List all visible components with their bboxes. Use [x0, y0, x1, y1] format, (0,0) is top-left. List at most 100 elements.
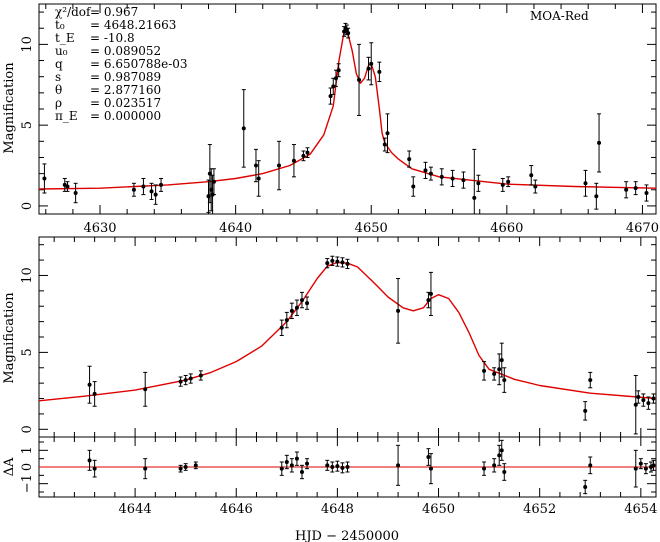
data-point [340, 257, 345, 268]
data-point [141, 177, 146, 196]
data-point [633, 181, 638, 196]
data-point [492, 458, 497, 473]
data-point [331, 77, 336, 95]
data-point [638, 458, 643, 470]
data-point [325, 258, 330, 269]
data-point [241, 89, 246, 168]
data-point [476, 174, 481, 192]
data-point [143, 458, 148, 480]
param-value: = 0.089052 [90, 44, 161, 58]
y-axis-title-top: Magnification [2, 62, 17, 154]
param-value: = 6.650788e-03 [90, 57, 188, 71]
data-point [193, 461, 198, 470]
param-value: = 0.987089 [90, 70, 161, 84]
data-point [346, 27, 351, 39]
fit-parameters: χ²/dof = 0.967 t₀ = 4648.21663 t_E = -10.8 u₀ =… [55, 5, 188, 123]
data-point [87, 365, 92, 404]
data-point [428, 453, 433, 485]
data-point [624, 181, 629, 199]
x-tick-label: 4650 [355, 221, 388, 236]
x-tick-label: 4660 [490, 221, 523, 236]
x-tick-label: 4652 [523, 502, 556, 517]
data-point [497, 444, 502, 466]
param-value: = -10.8 [90, 31, 135, 45]
data-point [583, 169, 588, 197]
param-symbol: χ²/dof [55, 5, 92, 19]
data-point [636, 390, 641, 404]
data-points-mid [87, 255, 656, 435]
data-point [256, 160, 261, 197]
data-point [198, 370, 203, 381]
x-tick-label: 4646 [220, 502, 253, 517]
data-point [396, 278, 401, 344]
data-point [482, 461, 487, 476]
y-tick-label: 0 [20, 425, 35, 433]
data-point [65, 181, 70, 192]
data-point [188, 373, 193, 384]
data-point [651, 459, 656, 471]
data-point [588, 371, 593, 389]
data-point [502, 367, 507, 393]
param-symbol: ρ [55, 96, 62, 110]
y-axis-title-mid: Magnification [2, 292, 17, 384]
data-points-top [42, 22, 649, 215]
data-point [529, 165, 534, 186]
data-point [183, 374, 188, 386]
param-symbol: s [55, 70, 61, 84]
data-point [294, 451, 299, 466]
data-point [428, 271, 433, 316]
data-point [333, 69, 338, 87]
data-point [426, 448, 431, 466]
data-point [641, 393, 646, 407]
data-point [335, 460, 340, 472]
data-point [211, 168, 216, 196]
data-point [357, 43, 362, 116]
y-tick-label: 1 [20, 446, 35, 454]
data-point [633, 449, 638, 488]
y-tick-label: 10 [20, 36, 35, 53]
y-tick-label: 5 [20, 121, 35, 129]
data-point [497, 353, 502, 386]
data-point [583, 401, 588, 421]
y-tick-label: 10 [20, 267, 35, 284]
data-point [279, 461, 284, 476]
data-point [279, 319, 284, 336]
param-symbol: q [55, 57, 63, 71]
param-value: = 2.877160 [90, 83, 161, 97]
data-point [301, 150, 306, 162]
data-point [500, 177, 505, 192]
data-point [340, 462, 345, 474]
ticks-mid: 0 5 10 [20, 237, 656, 437]
model-curve [38, 261, 657, 402]
param-value: = 0.967 [90, 5, 138, 19]
data-point [153, 184, 158, 205]
data-point [328, 87, 333, 105]
data-point [149, 182, 154, 200]
data-point [382, 137, 387, 152]
x-axis-title: HJD − 2450000 [295, 529, 399, 542]
data-point [289, 458, 294, 473]
data-point [407, 150, 412, 168]
data-point [396, 444, 401, 486]
data-point [472, 148, 477, 215]
data-point [277, 140, 282, 191]
model-curve-mid [38, 261, 657, 402]
y-tick-label: −1 [20, 474, 35, 493]
data-point [345, 461, 350, 473]
data-point [644, 184, 649, 202]
ticks-top: 4630 4640 4650 4660 4670 0 5 10 [20, 4, 659, 236]
data-point [423, 161, 428, 179]
data-point [499, 342, 504, 378]
data-point [92, 459, 97, 478]
panel-full-lightcurve: 4630 4640 4650 4660 4670 0 5 10 Magnification M… [2, 3, 659, 236]
x-tick-label: 4630 [83, 221, 116, 236]
data-point [159, 177, 164, 192]
data-point [42, 163, 47, 194]
data-point [377, 61, 382, 83]
data-point [62, 177, 67, 192]
data-point [506, 176, 511, 188]
data-point [131, 182, 136, 197]
data-point [411, 176, 416, 197]
data-point [305, 147, 310, 158]
